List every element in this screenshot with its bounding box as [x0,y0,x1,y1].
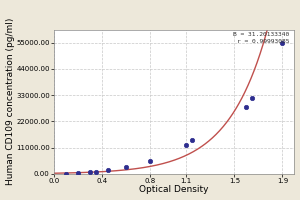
Point [280,41,285,44]
Point [94,170,98,173]
Point [64,172,68,175]
Point [190,139,195,142]
Point [184,144,189,147]
Point [106,169,110,172]
Point [124,166,128,169]
Y-axis label: Human CD109 concentration (pg/ml): Human CD109 concentration (pg/ml) [6,18,15,185]
Point [76,171,80,175]
X-axis label: Optical Density: Optical Density [140,185,209,194]
Point [148,159,152,162]
Point [250,96,255,99]
Text: B = 31.20133340
r = 0.99993085: B = 31.20133340 r = 0.99993085 [233,32,290,44]
Point [244,105,249,109]
Point [88,171,92,174]
